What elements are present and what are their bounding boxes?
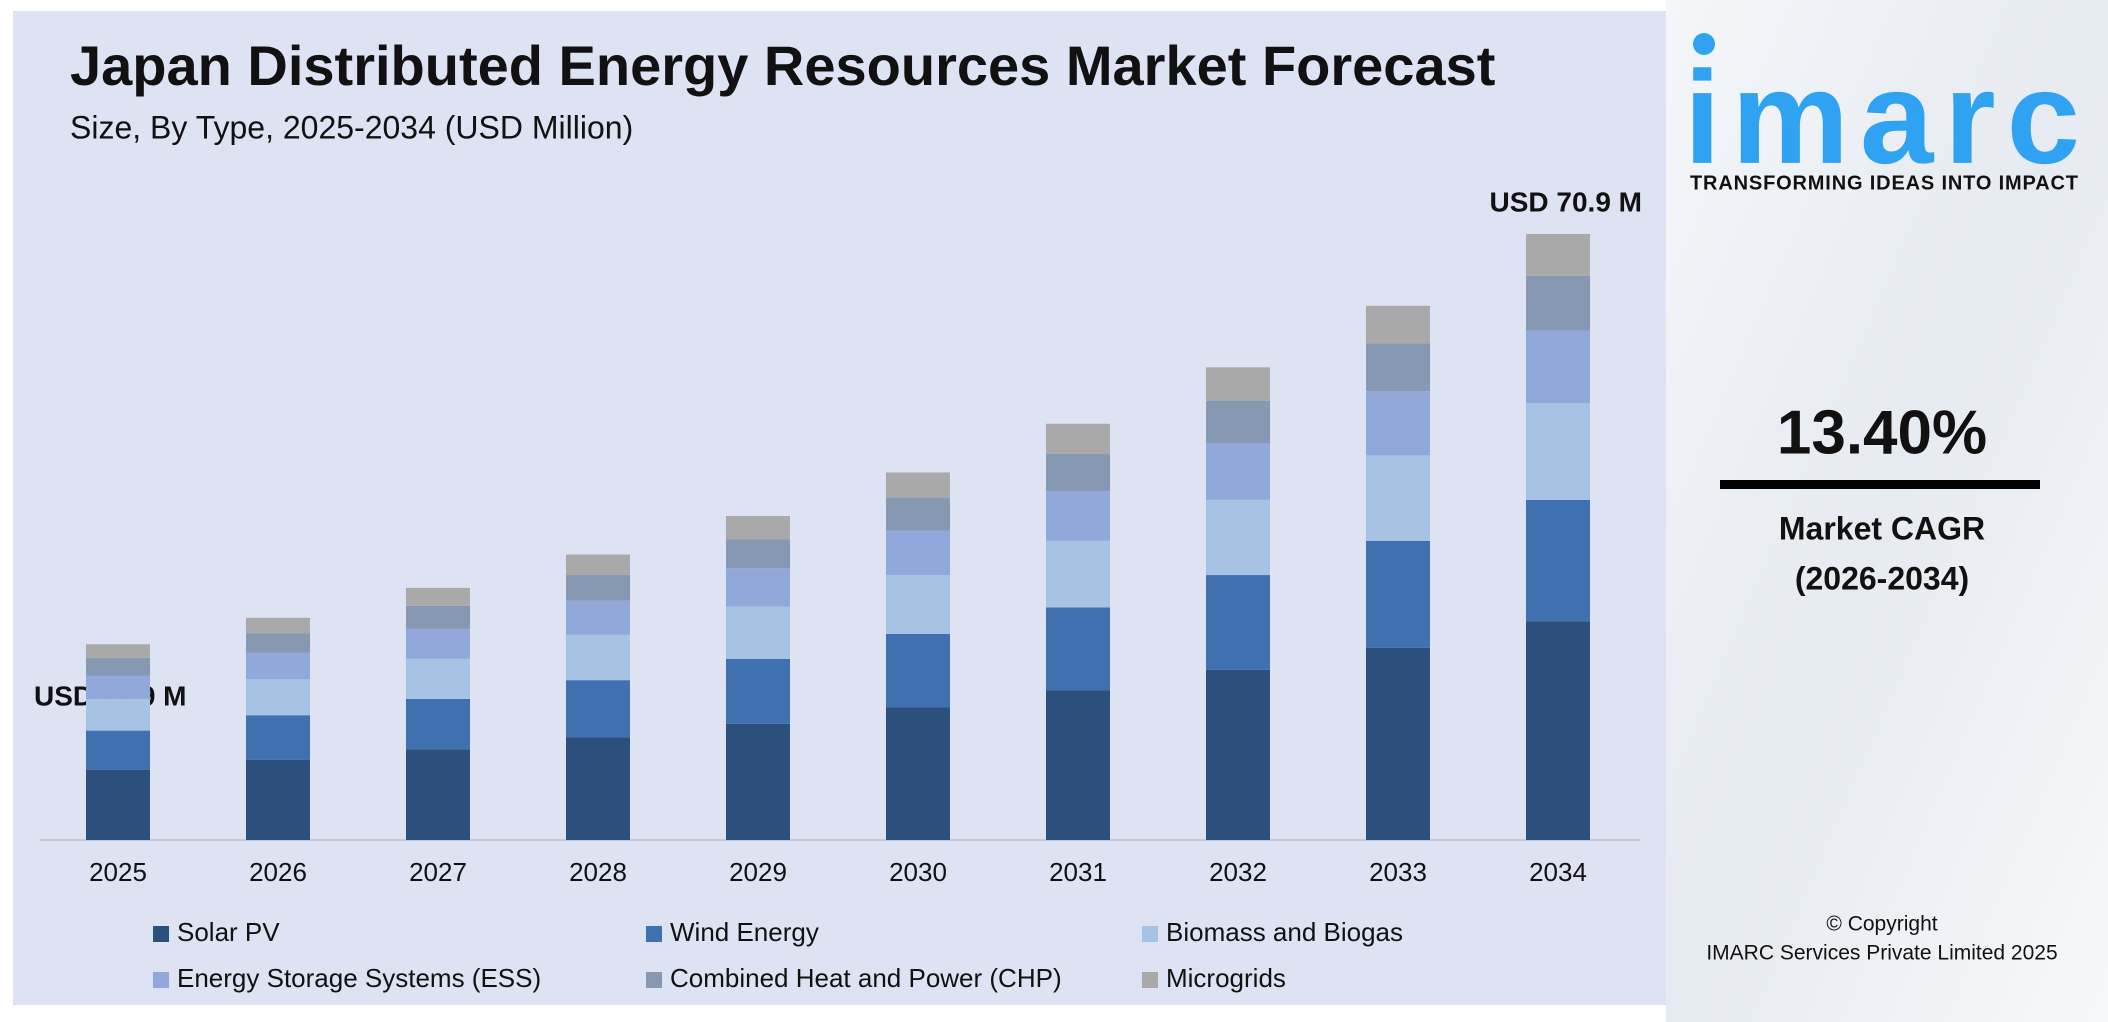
tagline: TRANSFORMING IDEAS INTO IMPACT <box>1690 172 2078 194</box>
bar-segment <box>86 675 150 699</box>
bar-segment <box>406 658 470 699</box>
bar-segment <box>406 605 470 629</box>
legend-label: Solar PV <box>177 917 280 947</box>
chart-title: Japan Distributed Energy Resources Marke… <box>70 34 1495 97</box>
x-tick-label: 2030 <box>889 857 947 887</box>
logo-dot <box>1693 33 1715 55</box>
bar-segment <box>86 730 150 770</box>
bar-segment <box>1046 491 1110 541</box>
side-panel <box>1666 0 2108 1022</box>
bar-segment <box>566 600 630 635</box>
cagr-period: (2026-2034) <box>1795 560 1969 596</box>
bar-segment <box>566 737 630 840</box>
bar-segment <box>1366 540 1430 648</box>
company: IMARC Services Private Limited 2025 <box>1706 942 2057 965</box>
bar-segment <box>566 634 630 681</box>
bar-segment <box>1046 607 1110 691</box>
bar-segment <box>886 634 950 708</box>
bar-segment <box>246 652 310 680</box>
bar-segment <box>566 554 630 576</box>
bar-segment <box>726 723 790 840</box>
bar-segment <box>1526 403 1590 500</box>
legend-label: Energy Storage Systems (ESS) <box>177 963 541 993</box>
copyright: © Copyright <box>1826 913 1937 936</box>
bar-segment <box>1526 275 1590 331</box>
bar-segment <box>406 628 470 659</box>
bar-segment <box>1206 400 1270 444</box>
x-tick-label: 2025 <box>89 857 147 887</box>
bar-segment <box>86 698 150 731</box>
bar-segment <box>566 680 630 738</box>
bar-segment <box>1526 330 1590 404</box>
cagr-label: Market CAGR <box>1779 510 1985 546</box>
bar-segment <box>1206 669 1270 840</box>
bar-segment <box>1366 647 1430 840</box>
bar-segment <box>1046 423 1110 454</box>
x-tick-label: 2033 <box>1369 857 1427 887</box>
bar-segment <box>1526 621 1590 840</box>
bar-segment <box>246 715 310 760</box>
legend-swatch <box>646 926 662 942</box>
legend-label: Wind Energy <box>670 917 819 947</box>
x-tick-label: 2028 <box>569 857 627 887</box>
bar-segment <box>1206 443 1270 500</box>
bar-segment <box>406 587 470 606</box>
bar-segment <box>1206 575 1270 670</box>
bar-segment <box>86 657 150 676</box>
bar-segment <box>886 472 950 498</box>
bar-segment <box>1526 234 1590 276</box>
bar-segment <box>1046 453 1110 492</box>
bar-segment <box>726 516 790 540</box>
bar-segment <box>1206 367 1270 401</box>
bar-segment <box>406 698 470 750</box>
bar-segment <box>886 575 950 635</box>
bar-segment <box>406 749 470 840</box>
bar-segment <box>1366 455 1430 541</box>
bar-segment <box>886 707 950 840</box>
bar-segment <box>1046 690 1110 840</box>
logo: imarc <box>1684 44 2080 191</box>
bar-segment <box>1046 540 1110 608</box>
bar-segment <box>726 539 790 569</box>
bar-segment <box>566 575 630 601</box>
bar-segment <box>246 617 310 634</box>
x-tick-label: 2029 <box>729 857 787 887</box>
x-tick-label: 2026 <box>249 857 307 887</box>
legend-swatch <box>1142 972 1158 988</box>
annotation: USD 70.9 M <box>1490 186 1643 217</box>
bar-segment <box>246 633 310 653</box>
bar-segment <box>1366 391 1430 456</box>
x-tick-label: 2032 <box>1209 857 1267 887</box>
bar-segment <box>246 759 310 840</box>
bar-segment <box>1526 499 1590 622</box>
legend-swatch <box>153 926 169 942</box>
legend-label: Microgrids <box>1166 963 1286 993</box>
bar-segment <box>886 530 950 576</box>
legend-label: Biomass and Biogas <box>1166 917 1403 947</box>
bar-segment <box>1366 343 1430 392</box>
bar-segment <box>1206 499 1270 576</box>
legend-swatch <box>1142 926 1158 942</box>
x-tick-label: 2031 <box>1049 857 1107 887</box>
x-tick-label: 2027 <box>409 857 467 887</box>
bar-segment <box>86 644 150 658</box>
bar-segment <box>246 679 310 716</box>
bar-segment <box>726 606 790 659</box>
bar-segment <box>886 497 950 531</box>
bar-segment <box>726 568 790 607</box>
bar-segment <box>86 769 150 840</box>
divider <box>1720 480 2040 489</box>
bar-segment <box>726 658 790 724</box>
x-tick-label: 2034 <box>1529 857 1587 887</box>
cagr-value: 13.40% <box>1777 398 1987 467</box>
legend-swatch <box>646 972 662 988</box>
legend-label: Combined Heat and Power (CHP) <box>670 963 1062 993</box>
chart-subtitle: Size, By Type, 2025-2034 (USD Million) <box>70 109 633 145</box>
legend-swatch <box>153 972 169 988</box>
bar-segment <box>1366 305 1430 344</box>
